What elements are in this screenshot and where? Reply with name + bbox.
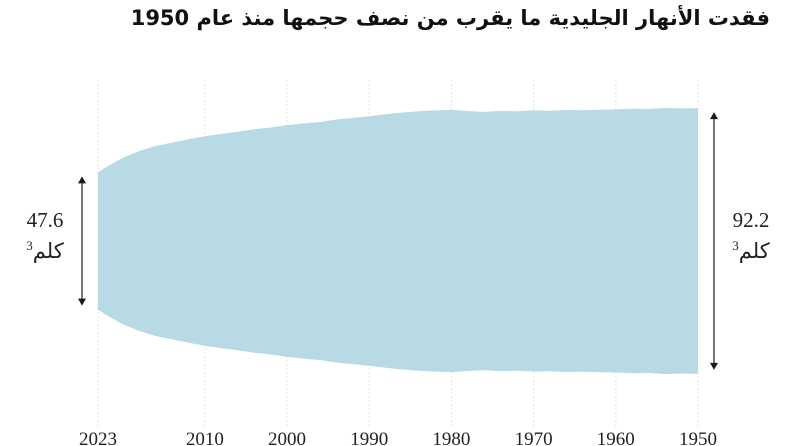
range-arrows <box>78 112 718 370</box>
end-volume-value: 47.6 <box>26 208 64 232</box>
x-tick-label-2000: 2000 <box>268 429 306 446</box>
start-volume-value: 92.2 <box>732 208 770 232</box>
x-tick-label-1960: 1960 <box>597 429 635 446</box>
volume-area <box>98 108 698 374</box>
end-range-arrow <box>78 176 86 306</box>
x-tick-label-1980: 1980 <box>432 429 470 446</box>
start-range-arrow <box>710 112 718 370</box>
end-volume-label: 47.6 كلم3 <box>14 207 76 264</box>
x-tick-labels: 1950 1960 1970 1980 1990 2000 2010 2023 <box>79 429 717 446</box>
end-volume-unit: كلم3 <box>26 238 64 263</box>
x-tick-label-1970: 1970 <box>515 429 553 446</box>
x-tick-label-1990: 1990 <box>350 429 388 446</box>
start-volume-label: 92.2 كلم3 <box>720 207 782 264</box>
x-tick-label-1950: 1950 <box>679 429 717 446</box>
start-volume-unit: كلم3 <box>732 238 770 263</box>
x-tick-label-2010: 2010 <box>186 429 224 446</box>
chart-title: فقدت الأنهار الجليدية ما يقرب من نصف حجم… <box>130 6 770 30</box>
x-tick-label-2023: 2023 <box>79 429 117 446</box>
